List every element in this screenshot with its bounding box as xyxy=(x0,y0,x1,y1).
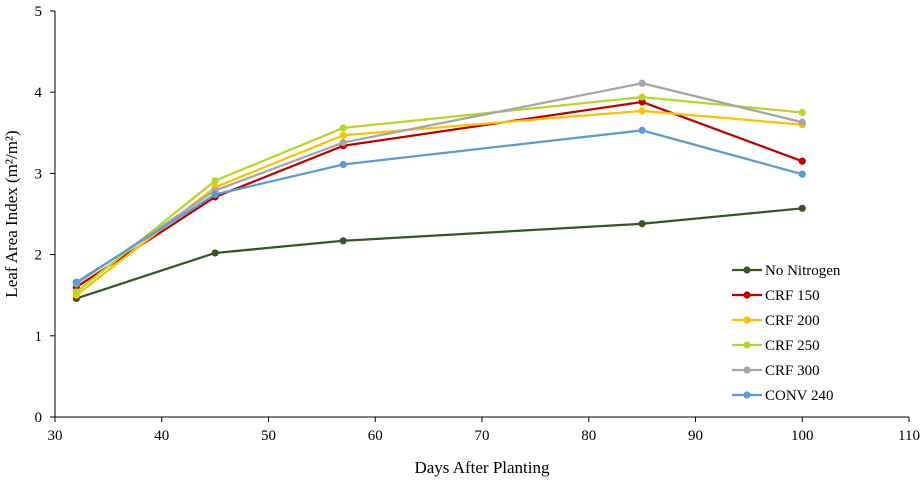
data-point xyxy=(72,288,80,296)
data-point xyxy=(798,170,806,178)
data-point xyxy=(638,79,646,87)
data-point xyxy=(638,126,646,134)
legend-item: CRF 250 xyxy=(732,338,820,354)
y-tick-label: 4 xyxy=(35,85,43,101)
series-line xyxy=(75,129,803,284)
data-point xyxy=(339,160,347,169)
data-point xyxy=(339,131,347,139)
x-tick-label: 110 xyxy=(898,428,920,444)
y-tick-label: 1 xyxy=(35,329,43,345)
legend-item: CRF 200 xyxy=(732,313,820,329)
legend-label: CRF 200 xyxy=(765,313,820,329)
data-point xyxy=(798,118,806,126)
legend-label: CRF 250 xyxy=(765,338,820,354)
series-line xyxy=(75,100,803,289)
series-crf-250 xyxy=(72,93,806,296)
series-layer xyxy=(72,79,806,303)
data-point xyxy=(339,138,347,147)
x-axis-title: Days After Planting xyxy=(414,458,550,477)
legend-swatch-marker xyxy=(743,391,751,399)
x-tick-label: 50 xyxy=(261,428,276,444)
data-point xyxy=(211,249,219,257)
legend-label: CRF 300 xyxy=(765,363,820,379)
data-point xyxy=(211,177,219,185)
y-tick-label: 5 xyxy=(35,4,43,20)
legend-swatch-marker xyxy=(743,341,751,349)
legend-swatch-marker xyxy=(743,266,751,274)
legend: No Nitrogen CRF 150 CRF 200 CRF 250 CRF 300 C… xyxy=(732,263,841,404)
legend-swatch-marker xyxy=(743,291,751,299)
data-point xyxy=(211,190,219,199)
data-point xyxy=(798,108,806,117)
series-line xyxy=(75,109,803,297)
x-tick-label: 90 xyxy=(688,428,703,444)
data-point xyxy=(339,237,347,245)
series-line xyxy=(75,82,803,285)
legend-label: CRF 150 xyxy=(765,288,820,304)
series-crf-300 xyxy=(72,79,806,288)
x-tick-label: 70 xyxy=(475,428,490,444)
legend-swatch-marker xyxy=(743,316,751,324)
series-line xyxy=(75,207,803,300)
y-tick-labels: 0 1 2 3 4 5 xyxy=(35,4,55,426)
x-tick-label: 60 xyxy=(368,428,383,444)
y-axis-title: Leaf Area Index (m²/m²) xyxy=(2,130,21,297)
x-tick-label: 40 xyxy=(154,428,169,444)
y-tick-label: 0 xyxy=(35,410,43,426)
legend-item: No Nitrogen xyxy=(732,263,841,279)
data-point xyxy=(798,157,806,165)
y-tick-label: 3 xyxy=(35,166,43,182)
legend-label: No Nitrogen xyxy=(765,263,841,279)
data-point xyxy=(638,220,646,228)
data-point xyxy=(339,124,347,132)
x-tick-labels: 30 40 50 60 70 80 90 100 110 xyxy=(48,417,920,444)
series-conv-240 xyxy=(72,126,806,286)
legend-item: CRF 300 xyxy=(732,363,820,379)
data-point xyxy=(638,107,646,115)
y-tick-label: 2 xyxy=(35,248,43,264)
x-tick-label: 80 xyxy=(581,428,596,444)
x-tick-label: 30 xyxy=(48,428,63,444)
data-point xyxy=(798,204,806,212)
data-point xyxy=(72,278,80,286)
data-point xyxy=(638,93,646,101)
series-crf-200 xyxy=(72,107,806,299)
legend-swatch-marker xyxy=(743,366,751,374)
legend-label: CONV 240 xyxy=(765,388,833,404)
legend-item: CONV 240 xyxy=(732,388,833,404)
legend-item: CRF 150 xyxy=(732,288,820,304)
x-tick-label: 100 xyxy=(791,428,814,444)
